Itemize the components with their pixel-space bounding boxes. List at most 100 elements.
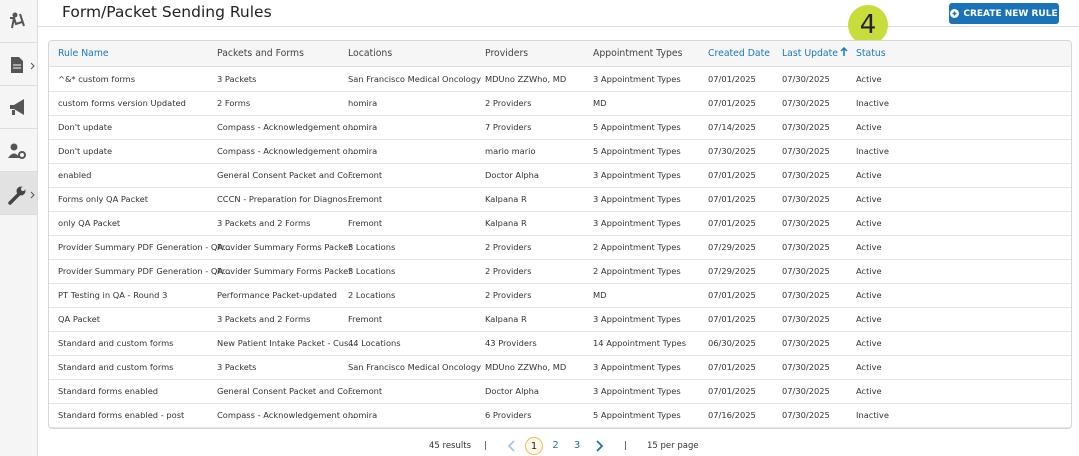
table-cell: 3 Locations xyxy=(348,266,396,276)
table-row[interactable]: Standard and custom forms New Patient Int… xyxy=(49,331,1071,356)
table-cell: 06/30/2025 xyxy=(708,338,756,348)
table-row[interactable]: ^&* custom forms 3 Packets San Francisco M… xyxy=(49,67,1071,92)
table-cell: 2 Appointment Types xyxy=(593,266,681,276)
table-cell: Inactive xyxy=(856,146,889,156)
table-cell: 2 Providers xyxy=(485,290,532,300)
table-cell: MDUno ZZWho, MD xyxy=(485,74,567,84)
next-page[interactable] xyxy=(594,440,604,452)
table-cell: 07/30/2025 xyxy=(782,362,830,372)
table-row[interactable]: Don't update Compass - Acknowledgement o.… xyxy=(49,115,1071,140)
column-header[interactable]: Last Update xyxy=(782,41,848,66)
column-label: Status xyxy=(856,48,886,59)
column-header[interactable]: Packets and Forms xyxy=(217,41,304,66)
table-cell: CCCN - Preparation for Diagnos... xyxy=(217,194,356,204)
table-cell: 07/01/2025 xyxy=(708,170,756,180)
table-cell: 6 Providers xyxy=(485,410,532,420)
divider xyxy=(38,26,1079,27)
table-cell: 07/29/2025 xyxy=(708,266,756,276)
table-cell: Active xyxy=(856,218,882,228)
nav-icon xyxy=(8,143,26,159)
nav-item[interactable] xyxy=(0,43,37,86)
page-number[interactable]: 1 xyxy=(525,437,543,455)
nav-item[interactable] xyxy=(0,86,37,129)
create-button[interactable]: CREATE NEW RULE xyxy=(949,3,1059,24)
table-row[interactable]: Provider Summary PDF Generation - QA... P… xyxy=(49,235,1071,260)
table-row[interactable]: Standard and custom forms 3 Packets San Fr… xyxy=(49,355,1071,380)
sidebar xyxy=(0,0,38,456)
column-header[interactable]: Rule Name xyxy=(58,41,109,66)
per-page[interactable]: 15 per page xyxy=(647,441,699,451)
table-cell: 3 Appointment Types xyxy=(593,218,681,228)
table-cell: homira xyxy=(348,410,378,420)
table-row[interactable]: custom forms version Updated 2 Forms homir… xyxy=(49,91,1071,116)
table-cell: Active xyxy=(856,314,882,324)
page-number[interactable]: 2 xyxy=(552,440,559,451)
table-cell: 07/30/2025 xyxy=(782,314,830,324)
nav-icon xyxy=(8,186,35,205)
table-cell: Active xyxy=(856,74,882,84)
table-cell: 07/30/2025 xyxy=(782,386,830,396)
table-cell: 07/30/2025 xyxy=(782,410,830,420)
column-header[interactable]: Appointment Types xyxy=(593,41,682,66)
sort-arrow xyxy=(840,46,848,56)
table-cell: MD xyxy=(593,98,607,108)
table-cell: 07/30/2025 xyxy=(782,122,830,132)
table-row[interactable]: Standard forms enabled - post Compass - A… xyxy=(49,403,1071,428)
table-cell: 07/30/2025 xyxy=(782,194,830,204)
table-cell: 07/01/2025 xyxy=(708,314,756,324)
table-cell: 07/30/2025 xyxy=(782,170,830,180)
table-cell: QA Packet xyxy=(58,314,100,324)
table-row[interactable]: Provider Summary PDF Generation - QA... P… xyxy=(49,259,1071,284)
table-cell: Doctor Alpha xyxy=(485,170,539,180)
table-cell: custom forms version Updated xyxy=(58,98,186,108)
table-row[interactable]: QA Packet 3 Packets and 2 Forms Fremont Kal… xyxy=(49,307,1071,332)
table-cell: Fremont xyxy=(348,218,383,228)
nav-item[interactable] xyxy=(0,0,37,43)
column-header[interactable]: Created Date xyxy=(708,41,770,66)
table-cell: 5 Appointment Types xyxy=(593,122,681,132)
button-label: CREATE NEW RULE xyxy=(963,8,1058,19)
nav-item[interactable] xyxy=(0,129,37,172)
column-label: Last Update xyxy=(782,48,838,59)
table-cell: 07/01/2025 xyxy=(708,362,756,372)
column-label: Rule Name xyxy=(58,48,109,59)
table-cell: 07/30/2025 xyxy=(782,290,830,300)
page-number[interactable]: 3 xyxy=(573,440,581,451)
table-cell: General Consent Packet and Co... xyxy=(217,170,356,180)
column-label: Created Date xyxy=(708,48,770,59)
table-cell: 07/30/2025 xyxy=(782,266,830,276)
column-header[interactable]: Status xyxy=(856,41,886,66)
table-row[interactable]: PT Testing in QA - Round 3 Performance Pa… xyxy=(49,283,1071,308)
column-label: Appointment Types xyxy=(593,48,683,59)
table-cell: Don't update xyxy=(58,146,113,156)
table-cell: 2 Providers xyxy=(485,98,532,108)
table-cell: Fremont xyxy=(348,194,383,204)
table-cell: Compass - Acknowledgement o... xyxy=(217,146,356,156)
table-cell: Provider Summary Forms Packet xyxy=(217,242,352,252)
table-cell: Active xyxy=(856,194,882,204)
table-row[interactable]: Don't update Compass - Acknowledgement o.… xyxy=(49,139,1071,164)
table-cell: MDUno ZZWho, MD xyxy=(485,362,567,372)
nav-item[interactable] xyxy=(0,172,37,215)
table-row[interactable]: only QA Packet 3 Packets and 2 Forms Fremo… xyxy=(49,211,1071,236)
table-cell: San Francisco Medical Oncology xyxy=(348,74,482,84)
column-label: Providers xyxy=(485,48,529,59)
table-cell: Doctor Alpha xyxy=(485,386,539,396)
table-row[interactable]: Forms only QA Packet CCCN - Preparation f… xyxy=(49,187,1071,212)
table-cell: 07/01/2025 xyxy=(708,386,756,396)
table-cell: 07/30/2025 xyxy=(782,218,830,228)
table-row[interactable]: enabled General Consent Packet and Co... F… xyxy=(49,163,1071,188)
table-cell: Provider Summary PDF Generation - QA... xyxy=(58,266,231,276)
prev-page[interactable] xyxy=(507,440,517,452)
table-cell: 5 Appointment Types xyxy=(593,410,681,420)
column-header[interactable]: Providers xyxy=(485,41,528,66)
table-cell: 3 Appointment Types xyxy=(593,362,681,372)
table-cell: 3 Packets xyxy=(217,74,257,84)
table-cell: 2 Locations xyxy=(348,290,396,300)
column-header[interactable]: Locations xyxy=(348,41,392,66)
table-cell: Kalpana R xyxy=(485,218,527,228)
table-row[interactable]: Standard forms enabled General Consent Pa… xyxy=(49,379,1071,404)
table-cell: 43 Providers xyxy=(485,338,537,348)
table-cell: 3 Locations xyxy=(348,242,396,252)
table-cell: 3 Appointment Types xyxy=(593,74,681,84)
